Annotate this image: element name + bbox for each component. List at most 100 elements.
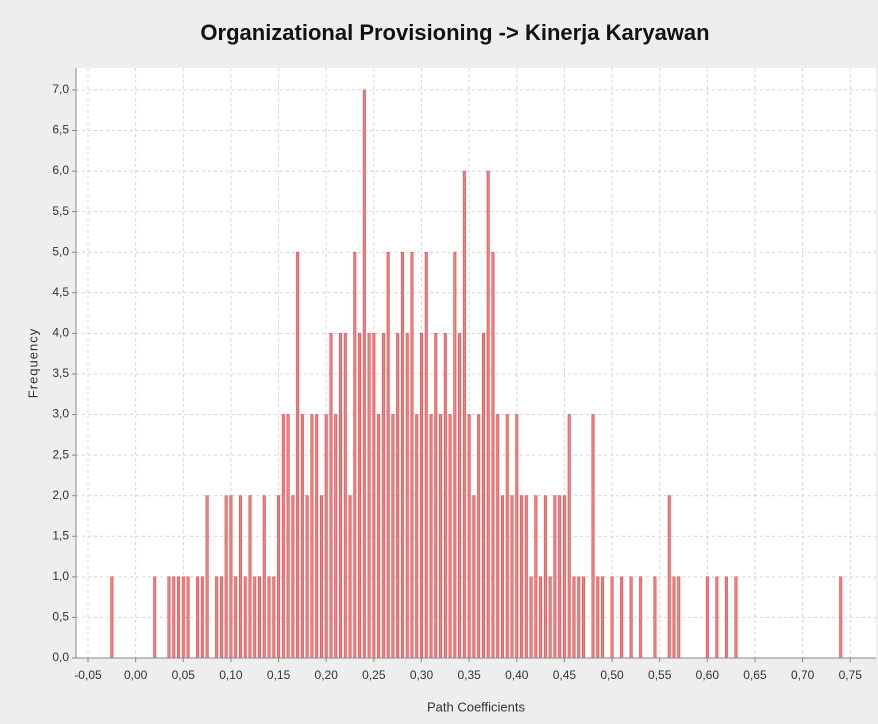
bar <box>343 333 347 659</box>
bar <box>520 495 524 659</box>
bar <box>310 414 314 659</box>
bar <box>238 495 242 659</box>
bar <box>491 251 495 659</box>
bar <box>415 414 419 659</box>
bar <box>481 333 485 659</box>
bar <box>362 89 366 659</box>
bar <box>386 251 390 659</box>
bar <box>258 576 262 659</box>
x-tick-label: 0,40 <box>505 668 529 682</box>
bar <box>215 576 219 659</box>
bar <box>153 576 157 659</box>
bar <box>396 333 400 659</box>
bar <box>572 576 576 659</box>
bar <box>620 576 624 659</box>
bar <box>262 495 266 659</box>
bar <box>234 576 238 659</box>
plot-area <box>76 68 876 658</box>
bar <box>219 576 223 659</box>
bar <box>181 576 185 659</box>
bar <box>267 576 271 659</box>
bar <box>205 495 209 659</box>
bar <box>591 414 595 659</box>
x-tick-label: 0,60 <box>696 668 720 682</box>
bar <box>505 414 509 659</box>
bar <box>529 576 533 659</box>
bar <box>667 495 671 659</box>
y-axis-label: Frequency <box>25 328 40 398</box>
bar <box>367 333 371 659</box>
bar <box>515 414 519 659</box>
bar <box>601 576 605 659</box>
bar <box>705 576 709 659</box>
bar <box>539 576 543 659</box>
bar <box>110 576 114 659</box>
bar <box>653 576 657 659</box>
y-tick-label: 4,5 <box>52 285 69 299</box>
bar <box>405 333 409 659</box>
x-tick-label: 0,25 <box>362 668 386 682</box>
bar <box>548 576 552 659</box>
bar <box>453 251 457 659</box>
x-tick-label: 0,20 <box>315 668 339 682</box>
bar <box>462 170 466 659</box>
bar <box>610 576 614 659</box>
bar <box>524 495 528 659</box>
bar <box>581 576 585 659</box>
bar <box>339 333 343 659</box>
bar <box>553 495 557 659</box>
bar <box>577 576 581 659</box>
bar <box>839 576 843 659</box>
bar <box>724 576 728 659</box>
bar <box>381 333 385 659</box>
bar <box>324 414 328 659</box>
y-tick-label: 5,0 <box>52 244 69 258</box>
y-tick-label: 0,5 <box>52 610 69 624</box>
bar <box>458 333 462 659</box>
y-tick-label: 3,0 <box>52 407 69 421</box>
bar <box>567 414 571 659</box>
bar <box>272 576 276 659</box>
bar <box>229 495 233 659</box>
bar <box>167 576 171 659</box>
y-tick-label: 5,5 <box>52 204 69 218</box>
y-tick-label: 6,5 <box>52 123 69 137</box>
bar <box>448 414 452 659</box>
bar <box>558 495 562 659</box>
bar <box>177 576 181 659</box>
bar <box>562 495 566 659</box>
x-tick-label: 0,45 <box>553 668 577 682</box>
x-tick-label: 0,50 <box>600 668 624 682</box>
y-tick-label: 4,0 <box>52 326 69 340</box>
y-tick-label: 1,0 <box>52 569 69 583</box>
bar <box>296 251 300 659</box>
x-tick-label: 0,55 <box>648 668 672 682</box>
bar <box>300 414 304 659</box>
bar <box>715 576 719 659</box>
bar <box>534 495 538 659</box>
bar <box>429 414 433 659</box>
bar <box>629 576 633 659</box>
bar <box>224 495 228 659</box>
bar <box>510 495 514 659</box>
bar <box>319 495 323 659</box>
bar <box>639 576 643 659</box>
bar <box>253 576 257 659</box>
bar <box>248 495 252 659</box>
bar <box>353 251 357 659</box>
x-tick-label: 0,15 <box>267 668 291 682</box>
x-tick-label: 0,35 <box>457 668 481 682</box>
bar <box>477 414 481 659</box>
bar <box>410 251 414 659</box>
x-tick-label: 0,30 <box>410 668 434 682</box>
bar <box>334 414 338 659</box>
bar <box>419 333 423 659</box>
y-tick-label: 0,0 <box>52 650 69 664</box>
bar <box>434 333 438 659</box>
x-tick-label: 0,10 <box>219 668 243 682</box>
bar <box>329 333 333 659</box>
bar <box>443 333 447 659</box>
y-tick-label: 2,0 <box>52 488 69 502</box>
